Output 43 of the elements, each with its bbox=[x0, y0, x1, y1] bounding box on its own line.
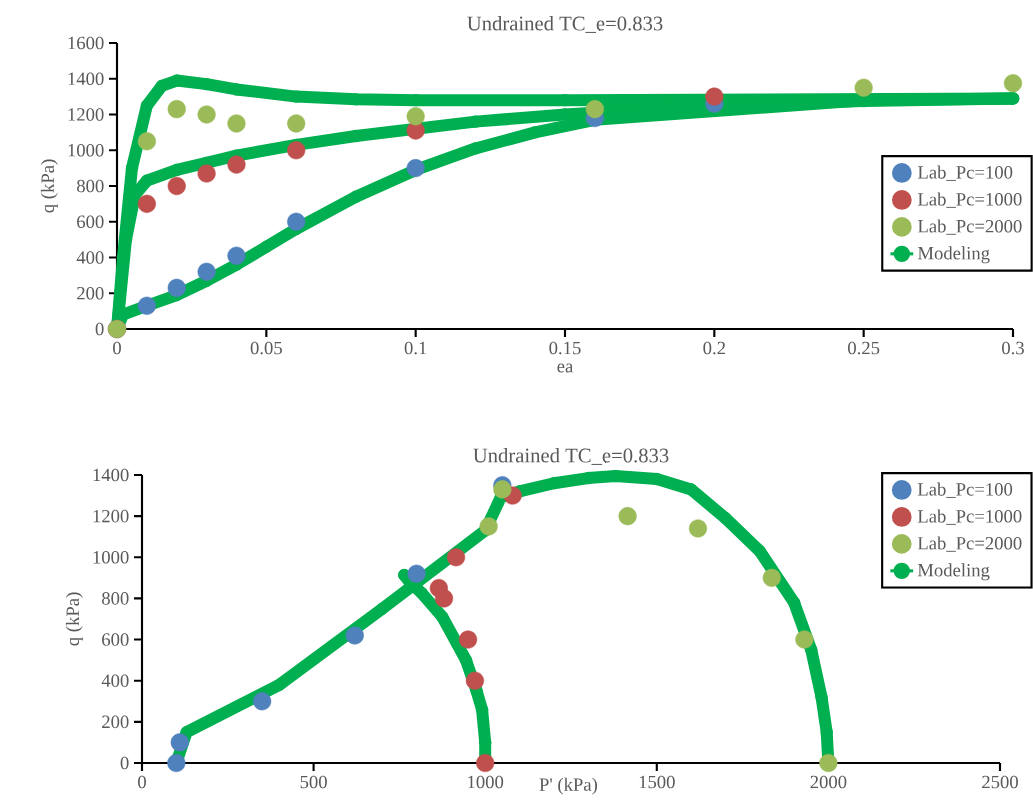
x-tick-label: 0.2 bbox=[703, 341, 725, 355]
y-tick-label: 1000 bbox=[93, 550, 129, 564]
x-tick-label: 1000 bbox=[468, 775, 504, 789]
y-tick-label: 600 bbox=[102, 633, 129, 646]
x-tick-label: 0.05 bbox=[250, 341, 282, 355]
legend-label: Modeling bbox=[917, 246, 990, 264]
y-tick-label: 400 bbox=[101, 674, 129, 687]
x-tick-label: 1500 bbox=[639, 775, 675, 789]
legend-label: Lab_Pc=2000 bbox=[917, 536, 1022, 552]
y-tick-label: 600 bbox=[77, 215, 104, 229]
x-tick-label: 0.1 bbox=[404, 341, 427, 355]
y-tick-label: 800 bbox=[102, 592, 129, 605]
x-tick-label: 2000 bbox=[810, 775, 847, 789]
chart-title: Undrained TC_e=0.833 bbox=[473, 447, 669, 465]
x-axis-title: P' (kPa) bbox=[539, 777, 598, 795]
x-tick-label: 0.3 bbox=[1002, 341, 1024, 355]
x-axis-title: ea bbox=[557, 363, 574, 373]
y-tick-label: 1400 bbox=[93, 468, 129, 482]
legend-label: Lab_Pc=1000 bbox=[917, 192, 1022, 208]
x-tick-label: 0.25 bbox=[848, 341, 880, 355]
legend-label: Lab_Pc=2000 bbox=[917, 219, 1022, 235]
chart-title: Undrained TC_e=0.833 bbox=[467, 15, 663, 33]
x-tick-label: 2500 bbox=[982, 775, 1018, 789]
y-tick-label: 200 bbox=[77, 286, 104, 300]
y-tick-label: 1400 bbox=[68, 72, 104, 86]
y-tick-label: 200 bbox=[102, 715, 129, 729]
y-tick-label: 800 bbox=[77, 179, 104, 193]
y-tick-label: 1000 bbox=[68, 143, 104, 157]
legend-label: Lab_Pc=100 bbox=[917, 165, 1013, 181]
y-tick-label: 1200 bbox=[68, 108, 104, 121]
x-tick-label: 0 bbox=[138, 775, 146, 789]
y-axis-title: q (kPa) bbox=[65, 592, 83, 646]
y-tick-label: 0 bbox=[120, 756, 129, 770]
y-tick-label: 400 bbox=[76, 251, 104, 264]
legend-label: Lab_Pc=100 bbox=[917, 482, 1013, 498]
y-tick-label: 1600 bbox=[68, 36, 104, 50]
x-tick-label: 0.15 bbox=[549, 341, 581, 355]
x-tick-label: 500 bbox=[300, 775, 327, 789]
legend-label: Lab_Pc=1000 bbox=[917, 509, 1022, 525]
y-tick-label: 0 bbox=[95, 322, 104, 336]
legend-label: Modeling bbox=[917, 563, 990, 581]
y-tick-label: 1200 bbox=[93, 509, 129, 523]
y-axis-title: q (kPa) bbox=[40, 159, 58, 213]
